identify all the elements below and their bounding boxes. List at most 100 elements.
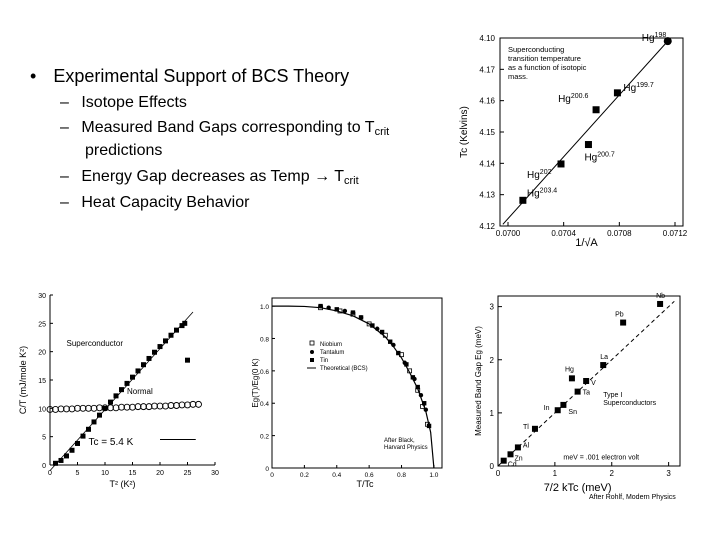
y-tick-label: 20	[38, 350, 46, 357]
annotation-line: mass.	[508, 72, 528, 81]
x-tick-label: 0.2	[300, 472, 309, 479]
annotation: Harvard Physics	[384, 445, 428, 451]
normal-point	[178, 401, 186, 409]
x-tick-label: 30	[211, 470, 219, 477]
x-tick-label: 0.0700	[496, 229, 521, 238]
niobium-point	[382, 332, 388, 338]
x-axis-label: T² (K²)	[110, 479, 136, 489]
tantalum-point	[423, 407, 429, 412]
superconductor-point	[179, 323, 185, 329]
legend-label: Theoretical (BCS)	[320, 366, 368, 372]
data-point-label: Al	[523, 442, 530, 449]
y-axis-label: Measured Band Gap Eg (meV)	[474, 326, 483, 436]
superconductor-point	[124, 380, 130, 386]
annotation: Superconductors	[603, 400, 656, 407]
annotation: meV = .001 electron volt	[563, 455, 639, 462]
data-point-label: Zn	[515, 455, 523, 462]
x-tick-label: 0.4	[332, 472, 341, 479]
data-point-label: Cd	[508, 462, 517, 469]
main-bullet: • Experimental Support of BCS Theory	[30, 66, 349, 87]
subscript: crit	[374, 126, 390, 138]
tin-point	[318, 303, 323, 309]
superconductor-point	[130, 374, 135, 380]
annotation: Tc = 5.4 K	[89, 437, 134, 448]
x-tick-label: 5	[76, 470, 80, 477]
legend-marker	[309, 340, 315, 346]
normal-point	[74, 404, 81, 412]
tin-point	[426, 423, 432, 429]
data-point	[531, 425, 538, 432]
dash-glyph: –	[60, 119, 69, 136]
sub-bullet-text: predictions	[85, 142, 163, 159]
y-tick-label: 0	[265, 466, 269, 473]
normal-point	[167, 402, 175, 409]
y-tick-label: 10	[38, 406, 46, 413]
legend-marker	[310, 350, 314, 354]
data-point	[519, 196, 527, 204]
data-point-label: Hg199.7	[623, 82, 653, 94]
band-gap-chart: 0 1 2 3 0 1 2 3 Measured Band Gap Eg (meV) 7/2 kT…	[474, 293, 681, 501]
x-tick-label: 0.6	[365, 472, 374, 479]
x-tick-label: 0	[48, 470, 52, 477]
superconductor-point	[64, 453, 69, 459]
x-tick-label: 15	[129, 470, 137, 477]
data-point	[600, 362, 607, 369]
x-tick-label: 1	[553, 469, 558, 478]
y-tick-label: 25	[38, 321, 46, 328]
dash-glyph: –	[60, 194, 69, 211]
data-point	[574, 388, 581, 395]
y-tick-label: 4.15	[479, 128, 495, 137]
superconductor-point	[119, 387, 124, 393]
y-tick-label: 15	[38, 378, 46, 385]
y-tick-label: 4.12	[479, 222, 495, 231]
data-point-label: Nb	[656, 293, 665, 300]
sub-bullet-text: Isotope Effects	[81, 94, 187, 111]
normal-point	[151, 402, 158, 410]
data-point	[583, 378, 590, 384]
x-axis-label: 1/√A	[575, 237, 598, 248]
data-point	[554, 407, 561, 414]
sub-bullet: – Heat Capacity Behavior	[60, 194, 249, 212]
x-tick-label: 0.0704	[551, 229, 576, 238]
superconductor-point	[135, 368, 141, 374]
superconductor-point	[182, 320, 188, 326]
legend-label: Niobium	[320, 342, 342, 348]
x-tick-label: 0.0708	[607, 229, 632, 238]
tin-point	[404, 362, 409, 367]
data-point-superscript: 198	[655, 32, 667, 39]
normal-point	[140, 403, 147, 411]
y-tick-label: 0.4	[260, 401, 269, 408]
superconductor-point	[146, 355, 152, 361]
annotation: After Rohlf, Modern Physics	[589, 494, 676, 501]
data-point-label: La	[600, 354, 608, 361]
y-tick-label: 5	[42, 435, 46, 442]
data-point-label: Hg203.4	[527, 187, 557, 199]
sub-bullet: – Energy Gap decreases as Temp → Tcrit	[60, 168, 359, 187]
niobium-point	[407, 368, 413, 374]
y-axis-label: Eg(T)/Eg(0 K)	[251, 358, 260, 408]
normal-point	[57, 405, 65, 413]
data-point-superscript: 200.6	[571, 93, 589, 100]
y-tick-label: 4.16	[479, 97, 495, 106]
normal-point	[96, 404, 103, 412]
data-point	[557, 160, 565, 168]
sub-bullet: – Isotope Effects	[60, 94, 187, 112]
superconductor-point	[157, 344, 163, 350]
normal-point	[145, 403, 153, 411]
tin-point	[334, 307, 339, 312]
y-axis-label: C/T (mJ/mole K²)	[18, 346, 28, 414]
tin-point	[410, 375, 416, 380]
data-point-label: V	[591, 380, 596, 387]
y-tick-label: 0.6	[260, 369, 269, 376]
data-point-superscript: 200.7	[597, 152, 615, 159]
superconductor-point	[86, 426, 91, 432]
superconductor-point	[75, 440, 80, 446]
superconductor-point	[152, 349, 157, 355]
annotation-line: as a function of isotopic	[508, 63, 587, 72]
superconductor-point	[102, 405, 108, 411]
tantalum-point	[375, 326, 380, 331]
normal-point	[129, 403, 136, 411]
normal-point	[162, 402, 169, 410]
plot-frame	[271, 297, 443, 469]
x-tick-label: 2	[610, 469, 615, 478]
